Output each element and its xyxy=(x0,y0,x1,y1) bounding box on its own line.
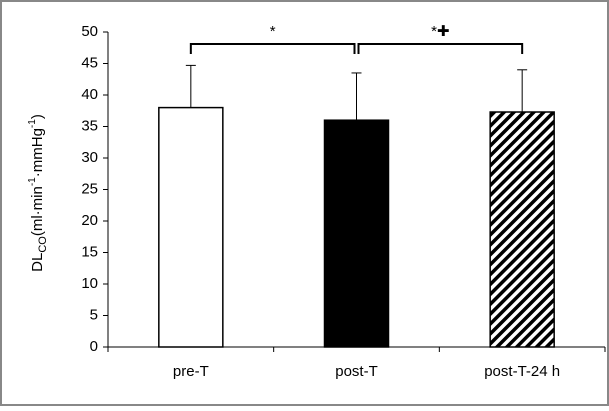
y-tick-label: 25 xyxy=(81,180,98,197)
y-label-part: -1 xyxy=(27,119,38,128)
y-label-part: ·mmHg xyxy=(29,128,46,177)
x-tick-label: post-T-24 h xyxy=(484,363,560,380)
y-tick-label: 35 xyxy=(81,117,98,134)
y-tick-label: 40 xyxy=(81,86,98,103)
significance-bracket xyxy=(189,43,356,54)
y-tick-label: 0 xyxy=(90,338,98,355)
y-label-part: (ml·min xyxy=(29,186,46,236)
y-tick-label: 30 xyxy=(81,149,98,166)
y-tick-label: 15 xyxy=(81,243,98,260)
significance-label: *✚ xyxy=(431,23,449,40)
significance-label: * xyxy=(270,23,276,40)
y-label-part: -1 xyxy=(27,177,38,186)
y-axis-label: DLCO(ml·min-1·mmHg-1) xyxy=(27,114,49,272)
y-tick-label: 20 xyxy=(81,212,98,229)
y-label-part: DL xyxy=(29,253,46,272)
bar xyxy=(323,119,390,348)
x-tick-label: pre-T xyxy=(173,363,209,380)
bar xyxy=(158,106,224,348)
y-label-part: ) xyxy=(29,114,46,119)
x-tick-label: post-T xyxy=(335,363,378,380)
y-tick-label: 10 xyxy=(81,275,98,292)
y-tick-label: 50 xyxy=(81,23,98,40)
y-label-part: CO xyxy=(37,236,49,253)
bar xyxy=(489,111,555,348)
significance-bracket xyxy=(357,43,524,54)
y-tick-label: 5 xyxy=(90,306,98,323)
y-tick-label: 45 xyxy=(81,54,98,71)
